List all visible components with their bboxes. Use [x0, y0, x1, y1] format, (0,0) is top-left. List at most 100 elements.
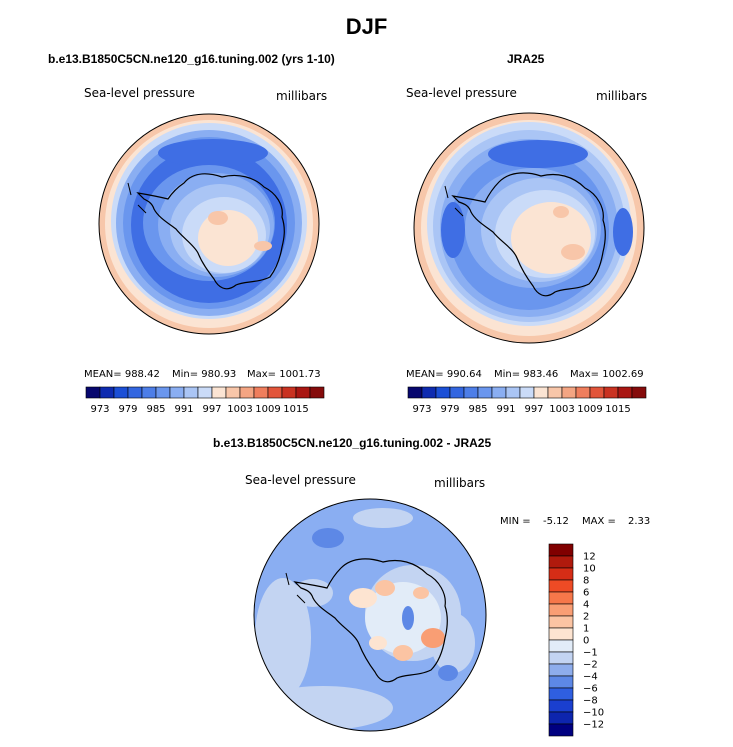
panel-2-colorbar-swatch: [631, 386, 647, 399]
panel-3-colorbar-swatch: [548, 687, 574, 701]
panel-2-colorbar-swatch: [491, 386, 507, 399]
panel-2-min: Min= 983.46: [494, 369, 559, 380]
panel-1-colorbar-swatch: [239, 386, 255, 399]
panel-1-colorbar-tick-label: 997: [202, 404, 221, 415]
panel-3-colorbar-tick-label: −8: [583, 696, 598, 707]
panel-3-colorbar-swatch: [548, 627, 574, 641]
panel-3-colorbar-swatch: [548, 603, 574, 617]
panel-3-colorbar-swatch: [548, 675, 574, 689]
panel-1-colorbar-swatch: [295, 386, 311, 399]
panel-2-colorbar-swatch: [407, 386, 423, 399]
panel-3-colorbar-tick-label: −2: [583, 660, 598, 671]
panel-1-colorbar-tick-label: 973: [90, 404, 109, 415]
panel-2-colorbar: 973 979 985 991 997 1003 1009 1015: [407, 386, 647, 415]
panel-1-colorbar-tick-label: 1003: [227, 404, 252, 415]
panel-1-colorbar-swatch: [155, 386, 171, 399]
panel-1-min: Min= 980.93: [172, 369, 237, 380]
panel-2-colorbar-tick-label: 1009: [577, 404, 602, 415]
panel-3-colorbar-swatch: [548, 579, 574, 593]
panel-3-max-label: MAX =: [582, 516, 616, 527]
panel-1-colorbar-swatch: [211, 386, 227, 399]
panel-3-variable-label: Sea-level pressure: [245, 473, 356, 487]
panel-3-colorbar-swatch: [548, 651, 574, 665]
panel-3-min-value: -5.12: [543, 516, 569, 527]
panel-3-title: b.e13.B1850C5CN.ne120_g16.tuning.002 - J…: [213, 436, 492, 450]
panel-2-colorbar-swatch: [603, 386, 619, 399]
panel-2-colorbar-swatch: [547, 386, 563, 399]
panel-3-colorbar-tick-label: −10: [583, 708, 604, 719]
panel-3-colorbar-tick-label: −6: [583, 684, 598, 695]
panel-2-max: Max= 1002.69: [570, 369, 644, 380]
panel-3-colorbar-tick-label: −4: [583, 672, 598, 683]
panel-1-colorbar-tick-label: 979: [118, 404, 137, 415]
panel-2-colorbar-swatch: [435, 386, 451, 399]
panel-3-colorbar-tick-label: 1: [583, 624, 589, 635]
panel-3-colorbar-tick-label: 12: [583, 552, 596, 563]
panel-2-colorbar-tick-label: 985: [468, 404, 487, 415]
panel-1-colorbar-swatch: [99, 386, 115, 399]
panel-1-colorbar-swatch: [141, 386, 157, 399]
panel-1-colorbar: 973 979 985 991 997 1003 1009 1015: [85, 386, 325, 415]
panel-3-map: [253, 498, 487, 732]
panel-1-colorbar-swatch: [281, 386, 297, 399]
panel-1-colorbar-swatch: [253, 386, 269, 399]
panel-3-units-label: millibars: [434, 476, 486, 490]
panel-1-colorbar-swatch: [127, 386, 143, 399]
panel-2-colorbar-tick-label: 979: [440, 404, 459, 415]
panel-2-colorbar-tick-label: 997: [524, 404, 543, 415]
panel-1-title: b.e13.B1850C5CN.ne120_g16.tuning.002 (yr…: [48, 52, 335, 66]
panel-3-colorbar-swatch: [548, 699, 574, 713]
panel-3-colorbar-tick-label: 0: [583, 636, 589, 647]
panel-2-colorbar-tick-label: 1015: [605, 404, 630, 415]
panel-2-mean: MEAN= 990.64: [406, 369, 482, 380]
panel-2-colorbar-swatch: [519, 386, 535, 399]
panel-2-colorbar-swatch: [575, 386, 591, 399]
panel-2-colorbar-swatch: [617, 386, 633, 399]
panel-3-colorbar-tick-label: −1: [583, 648, 598, 659]
panel-1-colorbar-swatch: [85, 386, 101, 399]
panel-3-colorbar-swatch: [548, 555, 574, 569]
panel-2-colorbar-swatch: [449, 386, 465, 399]
panel-3-max-value: 2.33: [628, 516, 651, 527]
panel-2-colorbar-swatch: [477, 386, 493, 399]
panel-1-colorbar-swatch: [169, 386, 185, 399]
figure-title: DJF: [345, 14, 388, 39]
panel-3-colorbar-tick-label: 10: [583, 564, 596, 575]
panel-2-colorbar-swatch: [421, 386, 437, 399]
panel-1-map: [98, 113, 320, 335]
panel-1-variable-label: Sea-level pressure: [84, 86, 195, 100]
panel-1-colorbar-swatch: [225, 386, 241, 399]
panel-2-colorbar-swatch: [561, 386, 577, 399]
panel-2-units-label: millibars: [596, 89, 648, 103]
panel-1-colorbar-tick-label: 1015: [283, 404, 308, 415]
panel-1-colorbar-swatch: [267, 386, 283, 399]
panel-1-colorbar-swatch: [197, 386, 213, 399]
panel-1-colorbar-tick-label: 985: [146, 404, 165, 415]
panel-3-min-label: MIN =: [500, 516, 531, 527]
panel-2-colorbar-tick-label: 991: [496, 404, 515, 415]
panel-1-max: Max= 1001.73: [247, 369, 321, 380]
panel-3-colorbar-swatch: [548, 711, 574, 725]
panel-2-colorbar-tick-label: 973: [412, 404, 431, 415]
panel-3-colorbar-swatch: [548, 591, 574, 605]
panel-2-title: JRA25: [507, 52, 545, 66]
panel-2-colorbar-swatch: [533, 386, 549, 399]
panel-2-colorbar-swatch: [463, 386, 479, 399]
panel-3-colorbar-swatch: [548, 663, 574, 677]
panel-3-colorbar-swatch: [548, 615, 574, 629]
panel-3-colorbar-swatch: [548, 567, 574, 581]
panel-1-colorbar-tick-label: 1009: [255, 404, 280, 415]
panel-3-colorbar-swatch: [548, 639, 574, 653]
panel-1-colorbar-swatch: [183, 386, 199, 399]
panel-2-colorbar-swatch: [589, 386, 605, 399]
panel-3-colorbar-tick-label: 6: [583, 588, 589, 599]
panel-2-variable-label: Sea-level pressure: [406, 86, 517, 100]
panel-2-map: [413, 112, 645, 344]
panel-3-colorbar-swatch: [548, 723, 574, 737]
panel-3-colorbar-tick-label: 4: [583, 600, 589, 611]
panel-2-colorbar-swatch: [505, 386, 521, 399]
panel-1-colorbar-swatch: [113, 386, 129, 399]
panel-1-mean: MEAN= 988.42: [84, 369, 160, 380]
panel-3-colorbar-tick-label: 2: [583, 612, 589, 623]
